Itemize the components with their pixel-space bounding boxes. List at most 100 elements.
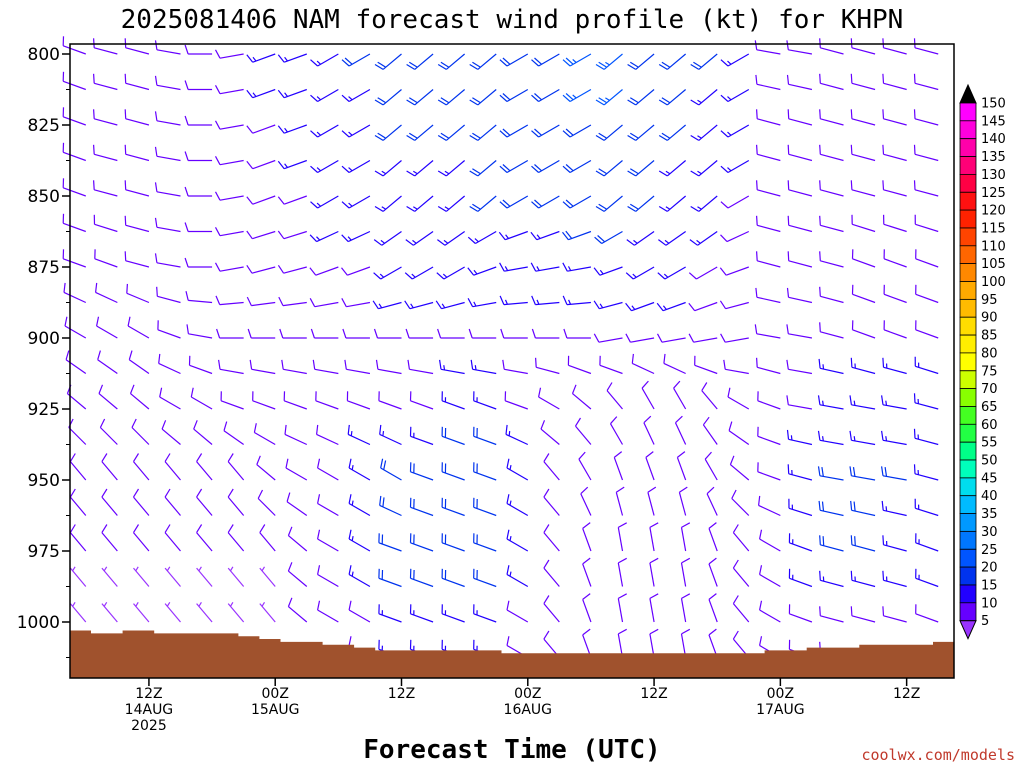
wind-barb <box>851 320 876 339</box>
barb-feather <box>408 61 418 68</box>
wind-barb <box>690 89 718 106</box>
barb-half-feather <box>135 566 139 572</box>
barb-shaft <box>914 118 939 126</box>
barb-shaft <box>536 366 560 375</box>
barb-shaft <box>445 53 466 70</box>
barb-feather <box>440 132 450 139</box>
barb-shaft <box>378 301 402 310</box>
barb-feather <box>406 63 416 70</box>
barb-shaft <box>788 118 813 126</box>
barb-shaft <box>696 266 718 280</box>
wind-barb <box>567 355 592 375</box>
wind-barb <box>310 53 339 67</box>
barb-shaft <box>251 368 276 375</box>
barb-feather <box>850 570 853 581</box>
wind-barb <box>469 53 497 70</box>
barb-half-feather <box>885 436 888 441</box>
wind-barb <box>504 391 528 410</box>
barb-shaft <box>444 231 465 246</box>
barb-shaft <box>97 359 118 374</box>
wind-barb <box>196 566 213 587</box>
barb-feather <box>374 170 384 177</box>
barb-feather <box>184 257 189 268</box>
colorbar-label: 60 <box>981 418 998 433</box>
barb-feather <box>882 570 885 581</box>
wind-barb <box>246 53 276 63</box>
wind-barb <box>819 322 844 339</box>
wind-barb <box>562 124 592 138</box>
barb-feather <box>184 44 189 55</box>
barb-feather <box>574 417 582 427</box>
wind-barb <box>562 295 591 306</box>
barb-shaft <box>196 496 213 516</box>
barb-shaft <box>196 567 213 587</box>
wind-barb <box>310 88 339 103</box>
barb-feather <box>786 429 790 440</box>
wind-barb <box>499 159 529 174</box>
wind-barb <box>154 253 181 268</box>
barb-feather <box>246 230 253 240</box>
barb-shaft <box>62 187 86 197</box>
barb-feather <box>379 495 382 506</box>
barb-shaft <box>819 404 844 410</box>
barb-shaft <box>756 83 781 91</box>
barb-shaft <box>820 579 844 588</box>
barb-shaft <box>379 504 402 517</box>
wind-barb <box>164 601 181 623</box>
barb-feather <box>595 134 605 141</box>
barb-shaft <box>317 573 339 588</box>
colorbar-label: 40 <box>981 489 998 504</box>
barb-feather <box>374 63 384 70</box>
barb-feather <box>759 600 763 611</box>
wind-barb <box>850 109 876 126</box>
barb-shaft <box>256 464 276 481</box>
wind-barb <box>502 359 528 375</box>
wind-barb <box>757 391 781 410</box>
barb-shaft <box>188 333 213 339</box>
barb-feather <box>277 230 285 240</box>
barb-feather <box>214 49 221 59</box>
wind-barb <box>62 71 86 91</box>
barb-feather <box>850 535 853 545</box>
wind-barb <box>883 249 907 268</box>
barb-feather <box>720 201 729 209</box>
barb-shaft <box>698 160 718 177</box>
barb-half-feather <box>633 239 638 244</box>
barb-shaft <box>673 387 687 410</box>
barb-feather <box>246 125 254 134</box>
barb-shaft <box>346 301 371 308</box>
barb-feather <box>819 215 821 226</box>
wind-barb <box>649 557 659 587</box>
barb-shaft <box>915 293 939 304</box>
barb-feather <box>786 395 789 405</box>
barb-feather <box>582 557 591 565</box>
wind-barb <box>658 53 687 70</box>
barb-half-feather <box>316 202 322 207</box>
barb-shaft <box>852 258 876 268</box>
barb-feather <box>543 630 550 640</box>
barb-shaft <box>227 603 245 623</box>
wind-barb <box>437 124 466 141</box>
wind-barb <box>756 215 781 233</box>
wind-barb <box>819 215 844 233</box>
barb-shaft <box>64 325 87 339</box>
wind-barb <box>882 73 907 91</box>
barb-feather <box>341 267 348 276</box>
barb-feather <box>249 359 253 370</box>
barb-shaft <box>414 124 434 141</box>
barb-half-feather <box>665 206 671 210</box>
x-tick-label: 00Z <box>262 686 289 702</box>
barb-feather <box>661 61 671 68</box>
barb-feather <box>562 165 571 173</box>
barb-shaft <box>158 362 181 375</box>
wind-barbs-layer <box>62 36 939 659</box>
barb-shaft <box>819 367 844 375</box>
wind-barb <box>190 387 213 410</box>
wind-barb <box>498 230 528 241</box>
wind-barb <box>310 159 339 174</box>
barb-shaft <box>219 301 244 306</box>
wind-barb <box>164 566 181 587</box>
barb-shaft <box>252 400 276 410</box>
barb-half-feather <box>198 601 202 607</box>
barb-shaft <box>317 53 339 67</box>
